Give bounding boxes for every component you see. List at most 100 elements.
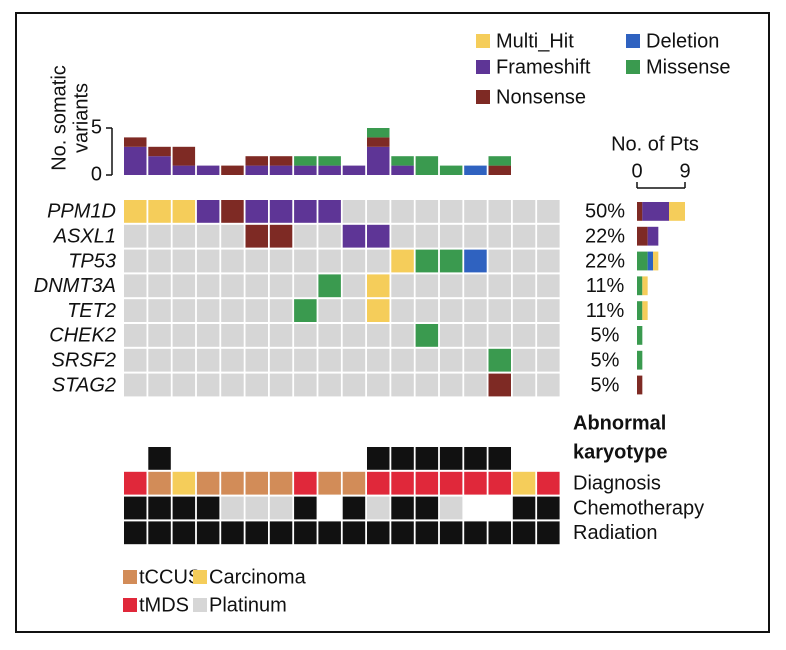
row-label: karyotype — [573, 441, 668, 463]
mutation-cell — [342, 274, 366, 298]
karyotype-cell — [367, 447, 390, 470]
diagnosis-cell — [342, 471, 366, 495]
mutation-cell — [512, 348, 536, 372]
row-label: Radiation — [573, 522, 658, 544]
diagnosis-cell — [512, 471, 536, 495]
mutation-cell — [294, 249, 317, 273]
percent-label: 50% — [585, 201, 625, 223]
patient-bar — [653, 251, 659, 271]
gene-label: PPM1D — [47, 201, 116, 223]
variant-bar — [391, 156, 414, 166]
mutation-cell — [367, 373, 390, 397]
mutation-cell — [196, 348, 220, 372]
patient-bar — [637, 375, 643, 395]
diagnosis-cell — [391, 471, 414, 495]
mutation-cell — [245, 348, 268, 372]
mutation-cell — [391, 224, 414, 248]
row-label: Chemotherapy — [573, 497, 704, 519]
mutation-cell — [367, 324, 390, 347]
variant-bar — [124, 146, 147, 175]
variant-bar — [318, 165, 341, 175]
radiation-cell — [148, 521, 171, 545]
mutation-cell — [439, 224, 463, 248]
chemo-cell — [537, 496, 560, 520]
mutation-cell — [269, 373, 293, 397]
variant-bar — [391, 165, 414, 175]
patient-bar — [637, 301, 643, 320]
mutation-cell — [512, 249, 536, 273]
mutation-cell — [537, 224, 560, 248]
radiation-cell — [439, 521, 463, 545]
mutation-cell — [148, 348, 171, 372]
mutation-cell — [196, 373, 220, 397]
mutation-cell — [294, 224, 317, 248]
mutation-cell — [464, 348, 487, 372]
percent-label: 5% — [591, 374, 620, 396]
mutation-cell — [172, 200, 196, 223]
mutation-cell — [172, 373, 196, 397]
mutation-cell — [415, 348, 439, 372]
mutation-cell — [318, 299, 341, 322]
variant-bar — [464, 165, 487, 175]
mutation-cell — [148, 200, 171, 223]
chemo-cell — [439, 496, 463, 520]
mutation-cell — [124, 224, 147, 248]
mutation-cell — [221, 299, 244, 322]
variant-bar — [367, 128, 390, 138]
diagnosis-cell — [415, 471, 439, 495]
percent-label: 11% — [586, 300, 625, 322]
variant-bar — [245, 156, 268, 166]
mutation-cell — [342, 249, 366, 273]
diagnosis-cell — [269, 471, 293, 495]
karyotype-cell — [391, 447, 414, 470]
mutation-cell — [148, 324, 171, 347]
karyotype-cell — [148, 447, 171, 470]
radiation-cell — [196, 521, 220, 545]
mutation-cell — [439, 274, 463, 298]
mutation-cell — [464, 373, 487, 397]
mutation-cell — [342, 200, 366, 223]
mutation-cell — [464, 200, 487, 223]
mutation-cell — [415, 200, 439, 223]
mutation-cell — [342, 324, 366, 347]
legend-label: Platinum — [209, 594, 287, 616]
frame — [15, 12, 770, 633]
mutation-cell — [488, 200, 511, 223]
patient-bar — [647, 251, 653, 271]
mutation-cell — [391, 249, 414, 273]
percent-label: 22% — [585, 250, 625, 272]
mutation-cell — [269, 274, 293, 298]
chemo-cell — [245, 496, 268, 520]
mutation-cell — [196, 299, 220, 322]
mutation-cell — [221, 200, 244, 223]
radiation-cell — [537, 521, 560, 545]
mutation-cell — [221, 274, 244, 298]
variant-bar — [439, 165, 463, 175]
legend-label: tCCUS — [139, 566, 201, 588]
mutation-cell — [439, 200, 463, 223]
patient-bar — [642, 301, 648, 320]
mutation-cell — [318, 348, 341, 372]
mutation-cell — [342, 348, 366, 372]
mutation-cell — [172, 348, 196, 372]
chemo-cell — [221, 496, 244, 520]
mutation-cell — [269, 324, 293, 347]
mutation-cell — [488, 224, 511, 248]
radiation-cell — [318, 521, 341, 545]
mutation-cell — [318, 274, 341, 298]
mutation-cell — [269, 299, 293, 322]
mutation-cell — [245, 200, 268, 223]
mutation-cell — [221, 224, 244, 248]
y-tick-label: 0 — [91, 163, 102, 185]
mutation-cell — [415, 224, 439, 248]
mutation-cell — [391, 348, 414, 372]
patient-bar — [642, 202, 669, 221]
radiation-cell — [221, 521, 244, 545]
mutation-cell — [124, 200, 147, 223]
radiation-cell — [124, 521, 147, 545]
mutation-cell — [367, 274, 390, 298]
mutation-cell — [415, 324, 439, 347]
mutation-cell — [367, 224, 390, 248]
mutation-cell — [245, 224, 268, 248]
